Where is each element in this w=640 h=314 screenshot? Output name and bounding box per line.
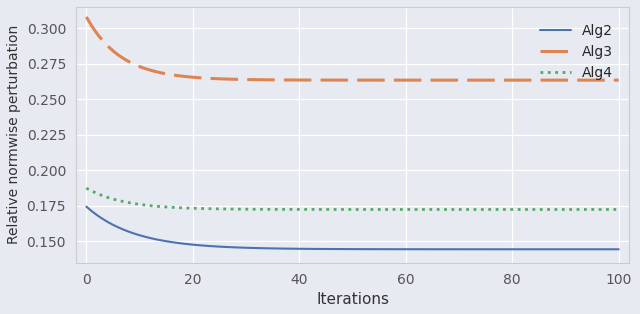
Alg2 (83, 205, 90, 208)
Alg4 (216, 207, 223, 211)
Line: Alg4: Alg4 (86, 188, 619, 209)
Alg4 (482, 208, 490, 211)
Alg2 (615, 247, 623, 251)
Alg2 (482, 247, 490, 251)
Line: Alg3: Alg3 (86, 17, 619, 80)
Alg3 (455, 78, 463, 82)
Alg3 (482, 78, 490, 82)
Y-axis label: Relative normwise perturbation: Relative normwise perturbation (7, 25, 21, 245)
Alg2 (455, 247, 463, 251)
Alg3 (402, 78, 410, 82)
Alg4 (455, 208, 463, 211)
Alg4 (328, 208, 335, 211)
Alg3 (216, 77, 223, 81)
X-axis label: Iterations: Iterations (316, 292, 389, 307)
Alg2 (328, 247, 335, 251)
Alg4 (83, 186, 90, 190)
Alg4 (615, 208, 623, 211)
Alg3 (120, 57, 127, 61)
Alg4 (120, 200, 127, 203)
Alg2 (120, 228, 127, 231)
Legend: Alg2, Alg3, Alg4: Alg2, Alg3, Alg4 (531, 14, 623, 89)
Alg4 (402, 208, 410, 211)
Alg3 (83, 15, 90, 19)
Alg2 (216, 245, 223, 248)
Alg2 (402, 247, 410, 251)
Line: Alg2: Alg2 (86, 207, 619, 249)
Alg3 (328, 78, 335, 82)
Alg3 (615, 78, 623, 82)
